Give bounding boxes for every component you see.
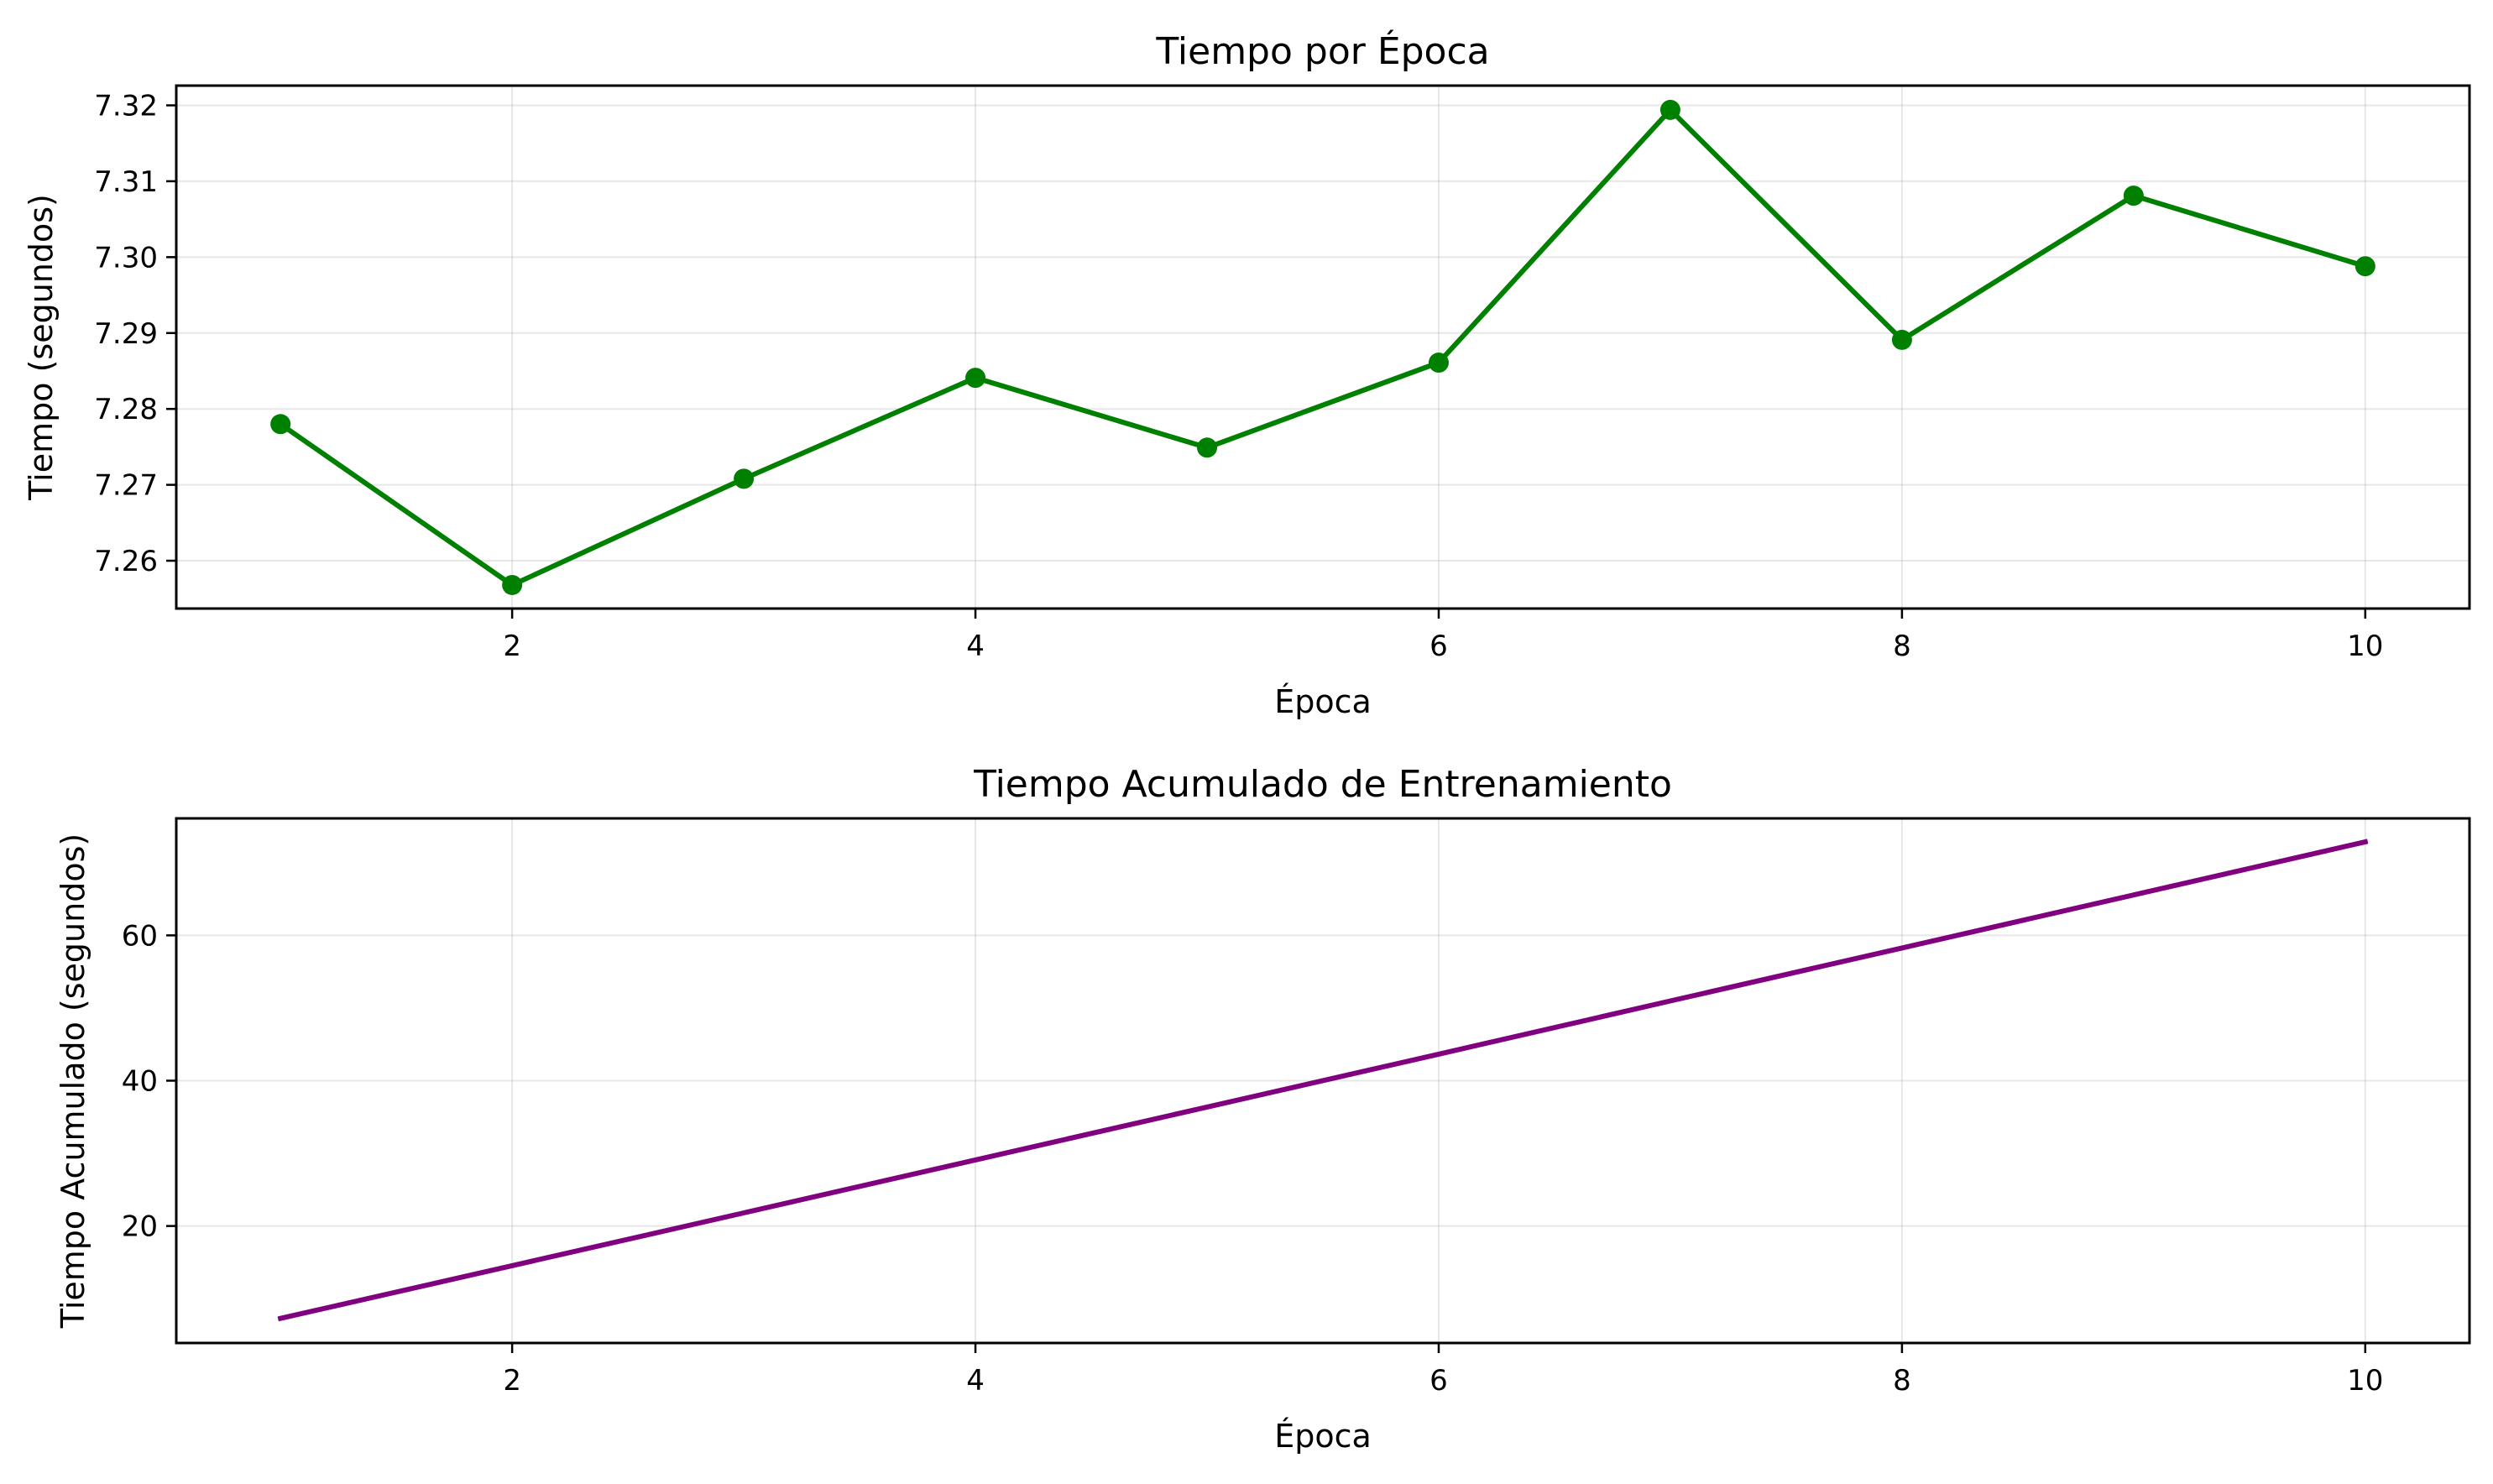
y-tick-label: 20 bbox=[122, 1210, 158, 1244]
grid bbox=[176, 86, 2469, 609]
data-point bbox=[1197, 437, 1218, 458]
y-tick-label: 7.30 bbox=[94, 241, 158, 274]
y-tick-label: 7.27 bbox=[94, 469, 158, 503]
x-tick-label: 4 bbox=[966, 630, 985, 663]
x-tick-label: 6 bbox=[1429, 1364, 1448, 1398]
y-tick-label: 60 bbox=[122, 919, 158, 953]
chart-title: Tiempo Acumulado de Entrenamiento bbox=[973, 763, 1672, 806]
x-tick-label: 8 bbox=[1893, 630, 1911, 663]
y-tick-label: 40 bbox=[122, 1065, 158, 1099]
y-tick-label: 7.32 bbox=[94, 90, 158, 123]
grid bbox=[176, 818, 2469, 1343]
data-point bbox=[502, 574, 523, 595]
series-line bbox=[277, 839, 2369, 1322]
data-point bbox=[2123, 186, 2144, 206]
x-axis-label: Época bbox=[1274, 1418, 1372, 1455]
x-tick-label: 10 bbox=[2347, 630, 2383, 663]
chart-2: 2 4 6 8 10 20 40 60 Tiempo Acumulado de Entrenam… bbox=[55, 763, 2471, 1455]
x-tick-label: 2 bbox=[503, 630, 521, 663]
data-point bbox=[270, 414, 291, 435]
x-tick-label: 10 bbox=[2347, 1364, 2383, 1398]
series-line bbox=[277, 107, 2369, 588]
chart-1: 2 4 6 8 10 7.26 7.27 7.28 7.29 7.30 7.31 7.32 Tiempo… bbox=[23, 29, 2471, 720]
y-tick-label: 7.31 bbox=[94, 165, 158, 199]
y-tick-label: 7.26 bbox=[94, 545, 158, 578]
y-axis-label: Tiempo Acumulado (segundos) bbox=[55, 833, 91, 1329]
plot-frame bbox=[175, 817, 2471, 1345]
data-point bbox=[734, 468, 755, 489]
y-axis-label: Tiempo (segundos) bbox=[23, 194, 60, 501]
x-tick-label: 4 bbox=[966, 1364, 985, 1398]
x-tick-label: 2 bbox=[503, 1364, 521, 1398]
data-point bbox=[2354, 256, 2375, 277]
x-tick-label: 8 bbox=[1893, 1364, 1911, 1398]
data-point bbox=[965, 368, 986, 389]
plot-frame bbox=[175, 84, 2471, 610]
y-tick-label: 7.28 bbox=[94, 393, 158, 426]
y-tick-label: 7.29 bbox=[94, 317, 158, 351]
chart-title: Tiempo por Época bbox=[1155, 29, 1489, 73]
data-point bbox=[1428, 353, 1449, 374]
x-tick-label: 6 bbox=[1429, 630, 1448, 663]
x-axis-label: Época bbox=[1274, 683, 1372, 720]
data-point bbox=[1891, 329, 1912, 350]
data-point bbox=[1659, 99, 1680, 120]
